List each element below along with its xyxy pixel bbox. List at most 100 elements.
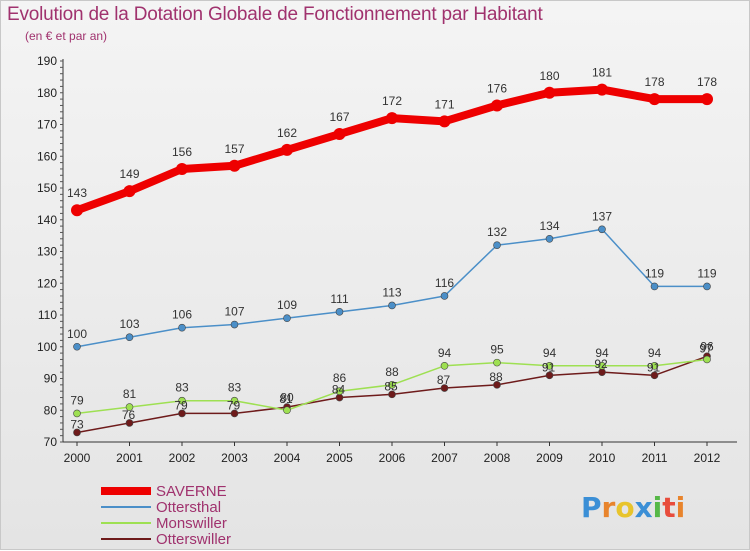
x-tick-label: 2005 (326, 451, 353, 465)
data-point-otterswiller (650, 371, 659, 380)
y-tick-label: 190 (37, 54, 57, 68)
data-point-saverne (71, 204, 83, 217)
data-label-saverne: 178 (697, 75, 717, 89)
proxiti-logo: Proxiti (581, 491, 685, 524)
x-tick-label: 2012 (694, 451, 721, 465)
data-point-ottersthal (598, 225, 606, 234)
data-point-saverne (281, 143, 293, 156)
data-point-otterswiller (545, 371, 554, 380)
data-point-otterswiller (125, 419, 134, 427)
data-label-monswiller: 95 (490, 343, 504, 357)
logo-letter: o (615, 491, 635, 524)
data-point-ottersthal (545, 235, 554, 243)
data-label-saverne: 157 (224, 142, 244, 156)
data-label-ottersthal: 132 (487, 225, 507, 239)
data-point-ottersthal (283, 314, 291, 322)
data-label-saverne: 176 (487, 81, 507, 95)
x-tick-label: 2007 (431, 451, 458, 465)
data-label-saverne: 180 (539, 69, 559, 83)
legend-label: Monswiller (156, 515, 227, 532)
y-tick-label: 90 (44, 372, 58, 386)
data-point-saverne (123, 185, 136, 198)
data-label-otterswiller: 97 (699, 341, 713, 355)
data-point-saverne (648, 93, 661, 106)
data-point-otterswiller (230, 409, 239, 418)
data-label-otterswiller: 79 (227, 398, 241, 412)
data-label-saverne: 181 (592, 66, 612, 80)
data-label-otterswiller: 88 (489, 370, 503, 384)
data-label-ottersthal: 103 (119, 317, 139, 331)
data-label-ottersthal: 111 (330, 292, 349, 306)
data-label-otterswiller: 79 (174, 398, 188, 412)
x-tick-label: 2009 (536, 451, 563, 465)
data-label-monswiller: 94 (438, 346, 452, 360)
data-point-otterswiller (493, 381, 501, 389)
x-tick-label: 2011 (642, 451, 668, 465)
data-label-ottersthal: 134 (539, 219, 559, 233)
data-point-monswiller (493, 358, 501, 367)
data-labels: 143 149 156 157 162 167 172 171 176 180 181 178 178 1… (67, 66, 717, 432)
data-label-saverne: 149 (119, 167, 139, 181)
y-tick-label: 80 (44, 403, 58, 417)
legend-label: Otterswiller (156, 531, 232, 548)
data-label-otterswiller: 76 (122, 408, 136, 422)
data-label-otterswiller: 73 (70, 417, 84, 431)
data-point-ottersthal (650, 282, 659, 291)
y-tick-label: 120 (37, 276, 57, 290)
data-label-ottersthal: 119 (645, 266, 664, 280)
data-point-monswiller (73, 409, 81, 418)
logo-letter: P (581, 491, 602, 524)
data-point-ottersthal (178, 323, 186, 332)
data-label-ottersthal: 106 (172, 308, 192, 322)
axes: 70 80 90 100 110 120 130 140 150 160 170 180 190 2000… (37, 54, 737, 465)
data-label-otterswiller: 85 (384, 379, 398, 393)
data-point-saverne (438, 115, 451, 128)
data-point-ottersthal (73, 342, 81, 351)
logo-letter: i (675, 491, 686, 524)
y-tick-label: 180 (37, 86, 57, 100)
data-label-saverne: 143 (67, 186, 87, 200)
y-tick-label: 160 (37, 149, 57, 163)
data-point-ottersthal (388, 301, 396, 310)
data-point-monswiller (545, 361, 554, 370)
data-label-otterswiller: 87 (437, 373, 451, 387)
data-label-ottersthal: 100 (67, 327, 87, 341)
legend-swatch (101, 506, 151, 508)
legend-swatch (101, 522, 151, 524)
data-label-otterswiller: 81 (279, 392, 293, 406)
logo-letter: x (634, 491, 653, 524)
data-point-monswiller (335, 387, 344, 396)
data-label-monswiller: 83 (228, 381, 242, 395)
chart-title: Evolution de la Dotation Globale de Fonc… (7, 4, 543, 25)
data-point-monswiller (650, 361, 659, 370)
data-label-saverne: 172 (382, 94, 402, 108)
y-tick-label: 100 (37, 340, 57, 354)
data-label-monswiller: 86 (333, 371, 347, 385)
chart-subtitle: (en € et par an) (25, 29, 108, 43)
data-label-ottersthal: 137 (592, 209, 612, 223)
data-label-otterswiller: 91 (647, 360, 661, 374)
x-tick-label: 2006 (379, 451, 406, 465)
data-label-monswiller: 88 (385, 365, 399, 379)
y-tick-label: 150 (37, 181, 57, 195)
data-point-saverne (176, 162, 188, 175)
data-label-monswiller: 79 (70, 393, 84, 407)
y-tick-label: 140 (37, 213, 57, 227)
logo-letter: t (662, 491, 676, 524)
data-point-saverne (386, 112, 398, 125)
data-label-monswiller: 94 (595, 346, 609, 360)
data-label-otterswiller: 91 (542, 360, 556, 374)
data-label-ottersthal: 109 (277, 298, 297, 312)
data-point-ottersthal (440, 292, 449, 300)
logo-letter: r (601, 491, 616, 524)
data-label-monswiller: 83 (175, 381, 189, 395)
data-label-monswiller: 81 (123, 387, 137, 401)
data-label-saverne: 156 (172, 145, 192, 159)
data-point-monswiller (230, 396, 239, 405)
x-tick-label: 2000 (64, 451, 91, 465)
data-point-saverne (596, 83, 608, 96)
legend-swatch (101, 538, 151, 540)
data-point-saverne (228, 159, 241, 172)
